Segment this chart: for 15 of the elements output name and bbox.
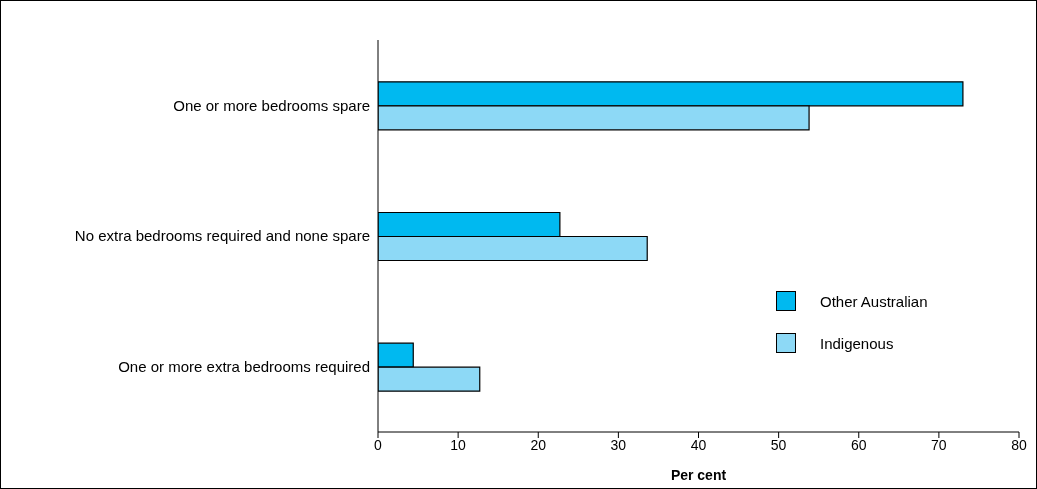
x-tick-label: 20 [530, 436, 547, 453]
x-tick-label: 60 [850, 436, 867, 453]
x-tick-label: 40 [690, 436, 707, 453]
x-tick-label: 50 [770, 436, 787, 453]
x-tick-label: 80 [1011, 436, 1027, 453]
y-tick-label: No extra bedrooms required and none spare [74, 227, 370, 245]
y-tick-label: One or more extra bedrooms required [118, 357, 370, 375]
legend-label: Other Australian [820, 292, 928, 310]
x-tick-label: 30 [610, 436, 627, 453]
y-tick-label: One or more bedrooms spare [173, 96, 370, 114]
x-axis-title: Per cent [670, 467, 727, 483]
x-tick-label: 70 [931, 436, 947, 453]
x-tick-label: 0 [374, 436, 383, 453]
x-tick-label: 10 [450, 436, 467, 453]
legend-label: Indigenous [820, 334, 894, 352]
